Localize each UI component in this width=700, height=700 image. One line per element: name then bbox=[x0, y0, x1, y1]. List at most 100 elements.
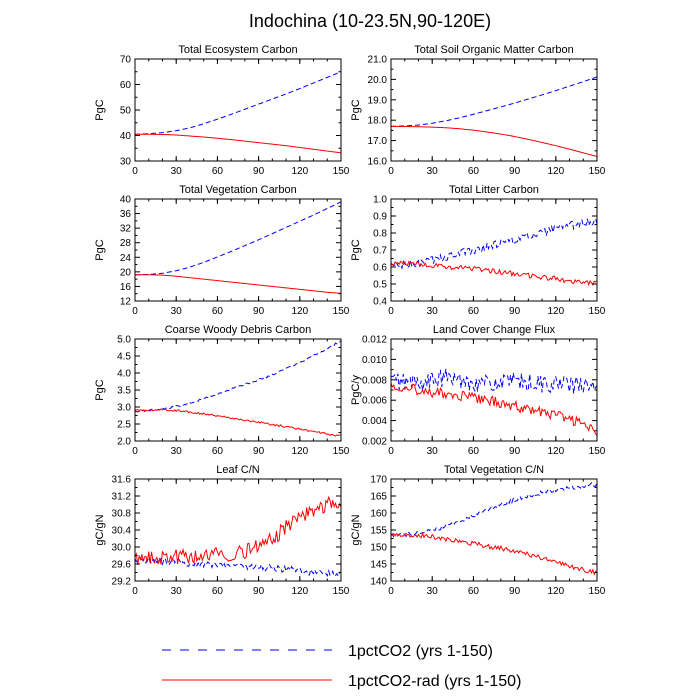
x-tick-label: 30 bbox=[427, 446, 439, 457]
y-tick-label: 40 bbox=[120, 195, 132, 206]
y-tick-label: 160 bbox=[370, 509, 387, 520]
x-tick-label: 120 bbox=[291, 446, 308, 457]
x-tick-label: 0 bbox=[132, 166, 138, 177]
y-tick-label: 31.6 bbox=[112, 475, 132, 486]
panel-title: Land Cover Change Flux bbox=[433, 324, 556, 336]
series-1pctco2-total-litter-carbon bbox=[391, 217, 597, 270]
panel-title: Total Vegetation C/N bbox=[444, 464, 544, 476]
x-tick-label: 120 bbox=[547, 446, 564, 457]
x-tick-label: 150 bbox=[333, 586, 350, 597]
x-tick-label: 60 bbox=[212, 586, 224, 597]
y-tick-label: 0.012 bbox=[362, 335, 387, 346]
y-tick-label: 3.0 bbox=[117, 403, 131, 414]
legend-label-1pctco2-rad: 1pctCO2-rad (yrs 1-150) bbox=[348, 673, 521, 690]
y-tick-label: 0.010 bbox=[362, 355, 387, 366]
y-tick-label: 0.002 bbox=[362, 437, 387, 448]
y-tick-label: 32 bbox=[120, 224, 132, 235]
x-tick-label: 90 bbox=[253, 586, 265, 597]
x-tick-label: 0 bbox=[388, 446, 394, 457]
series-1pctco2-total-soil-organic-matter-carbon bbox=[391, 76, 597, 127]
x-tick-label: 0 bbox=[388, 586, 394, 597]
plot-frame bbox=[390, 478, 598, 582]
y-tick-label: 30.8 bbox=[112, 509, 132, 520]
figure-title: Indochina (10-23.5N,90-120E) bbox=[249, 11, 491, 31]
y-tick-label: 40 bbox=[120, 131, 132, 142]
y-tick-label: 20.0 bbox=[368, 75, 388, 86]
panel-total-soil-organic-matter-carbon: 0 30 60 90 120 150 16.0 17.0 18.0 19.0 20.0 21.0 Tot… bbox=[350, 44, 606, 177]
x-tick-label: 150 bbox=[589, 446, 606, 457]
panel-total-vegetation-c-n: 0 30 60 90 120 150 140 145 150 155 160 165 170 Total … bbox=[350, 464, 606, 597]
x-tick-label: 30 bbox=[427, 306, 439, 317]
x-tick-label: 90 bbox=[509, 446, 521, 457]
x-tick-label: 60 bbox=[468, 586, 480, 597]
y-tick-label: 30 bbox=[120, 157, 132, 168]
y-tick-label: 17.0 bbox=[368, 136, 388, 147]
panel-total-litter-carbon: 0 30 60 90 120 150 0.4 0.5 0.6 0.7 0.8 0.9 1.0 Total … bbox=[350, 184, 606, 317]
x-tick-label: 0 bbox=[132, 586, 138, 597]
x-tick-label: 0 bbox=[132, 446, 138, 457]
y-tick-label: 30.0 bbox=[112, 543, 132, 554]
series-1pctco2-coarse-woody-debris-carbon bbox=[135, 340, 341, 413]
y-tick-label: 4.5 bbox=[117, 352, 131, 363]
y-tick-label: 29.2 bbox=[112, 577, 132, 588]
x-tick-label: 150 bbox=[589, 166, 606, 177]
y-tick-label: 155 bbox=[370, 526, 387, 537]
y-tick-label: 31.2 bbox=[112, 492, 132, 503]
y-axis-label: PgC bbox=[94, 379, 106, 400]
x-tick-label: 90 bbox=[509, 586, 521, 597]
y-tick-label: 170 bbox=[370, 475, 387, 486]
x-tick-label: 150 bbox=[333, 446, 350, 457]
y-tick-label: 0.008 bbox=[362, 375, 387, 386]
x-tick-label: 90 bbox=[509, 166, 521, 177]
y-tick-label: 20 bbox=[120, 267, 132, 278]
y-tick-label: 4.0 bbox=[117, 369, 131, 380]
plot-frame bbox=[134, 58, 342, 162]
y-tick-label: 16 bbox=[120, 282, 132, 293]
x-tick-label: 120 bbox=[547, 586, 564, 597]
y-axis-label: PgC bbox=[94, 239, 106, 260]
plot-frame bbox=[390, 198, 598, 302]
plot-frame bbox=[134, 338, 342, 442]
x-tick-label: 60 bbox=[212, 166, 224, 177]
y-tick-label: 1.0 bbox=[373, 195, 387, 206]
y-tick-label: 50 bbox=[120, 106, 132, 117]
x-tick-label: 0 bbox=[388, 166, 394, 177]
y-tick-label: 2.5 bbox=[117, 420, 131, 431]
panel-title: Coarse Woody Debris Carbon bbox=[165, 324, 312, 336]
x-tick-label: 120 bbox=[291, 586, 308, 597]
y-tick-label: 60 bbox=[120, 80, 132, 91]
x-tick-label: 150 bbox=[333, 166, 350, 177]
series-1pctco2-land-cover-change-flux bbox=[391, 368, 597, 394]
y-tick-label: 36 bbox=[120, 209, 132, 220]
series-1pctco2-rad-total-litter-carbon bbox=[391, 260, 597, 286]
plot-frame bbox=[134, 478, 342, 582]
series-1pctco2-rad-total-ecosystem-carbon bbox=[135, 133, 341, 154]
x-tick-label: 60 bbox=[468, 306, 480, 317]
panel-coarse-woody-debris-carbon: 0 30 60 90 120 150 2.0 2.5 3.0 3.5 4.0 4.5 5.0 Coarse… bbox=[94, 324, 350, 457]
x-tick-label: 60 bbox=[468, 166, 480, 177]
y-tick-label: 165 bbox=[370, 492, 387, 503]
panel-total-vegetation-carbon: 0 30 60 90 120 150 12 16 20 24 28 32 36 40 Total Veget… bbox=[94, 184, 350, 317]
y-tick-label: 0.7 bbox=[373, 246, 387, 257]
x-tick-label: 90 bbox=[509, 306, 521, 317]
y-tick-label: 28 bbox=[120, 238, 132, 249]
x-tick-label: 150 bbox=[589, 306, 606, 317]
y-tick-label: 0.5 bbox=[373, 280, 387, 291]
x-tick-label: 30 bbox=[427, 586, 439, 597]
legend-label-1pctco2: 1pctCO2 (yrs 1-150) bbox=[348, 643, 493, 660]
x-tick-label: 30 bbox=[171, 166, 183, 177]
x-tick-label: 90 bbox=[253, 446, 265, 457]
x-tick-label: 120 bbox=[291, 166, 308, 177]
x-tick-label: 120 bbox=[547, 166, 564, 177]
y-tick-label: 30.4 bbox=[112, 526, 132, 537]
y-tick-label: 21.0 bbox=[368, 55, 388, 66]
series-1pctco2-total-vegetation-carbon bbox=[135, 201, 341, 276]
y-tick-label: 24 bbox=[120, 253, 132, 264]
series-1pctco2-leaf-c-n bbox=[135, 556, 341, 578]
panel-leaf-c-n: 0 30 60 90 120 150 29.2 29.6 30.0 30.4 30.8 31.2 31.… bbox=[94, 464, 350, 597]
legend: 1pctCO2 (yrs 1-150) 1pctCO2-rad (yrs 1-1… bbox=[162, 643, 521, 690]
series-1pctco2-rad-total-soil-organic-matter-carbon bbox=[391, 125, 597, 157]
